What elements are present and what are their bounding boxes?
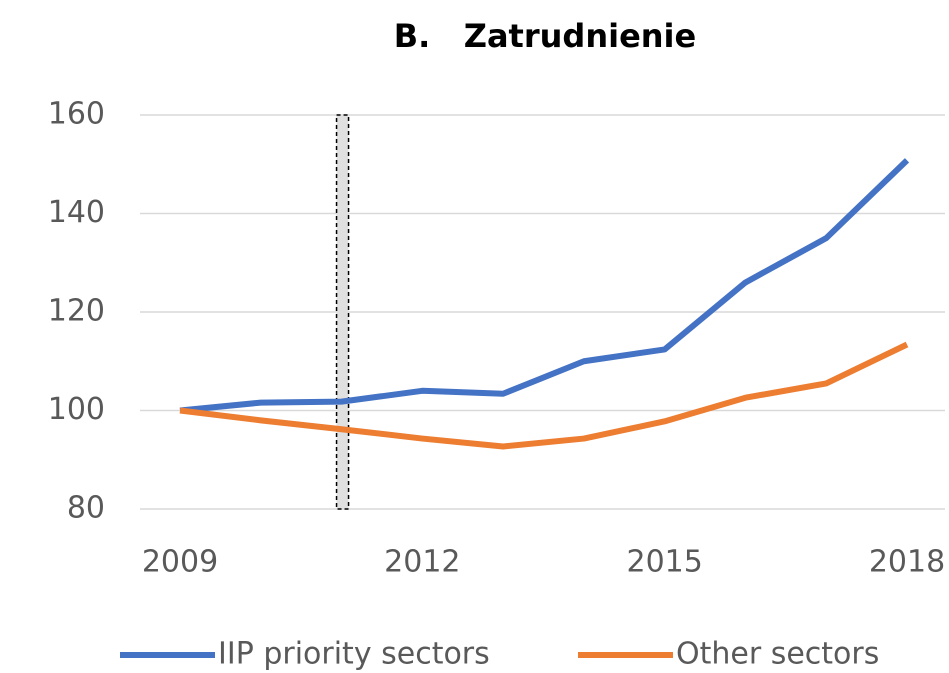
legend-label: IIP priority sectors — [218, 637, 490, 672]
x-tick-label: 2012 — [384, 545, 460, 580]
y-tick-label: 100 — [48, 392, 105, 427]
y-tick-label: 160 — [48, 97, 105, 132]
y-tick-label: 80 — [67, 491, 105, 526]
chart-title: B. Zatrudnienie — [394, 17, 696, 55]
legend-label: Other sectors — [676, 637, 879, 672]
series-line — [179, 158, 910, 414]
series-line — [179, 341, 909, 450]
highlight-box — [335, 114, 350, 510]
x-tick-label: 2018 — [869, 545, 945, 580]
x-tick-label: 2015 — [626, 545, 702, 580]
y-tick-label: 140 — [48, 195, 105, 230]
x-tick-label: 2009 — [142, 545, 218, 580]
y-tick-label: 120 — [48, 294, 105, 329]
